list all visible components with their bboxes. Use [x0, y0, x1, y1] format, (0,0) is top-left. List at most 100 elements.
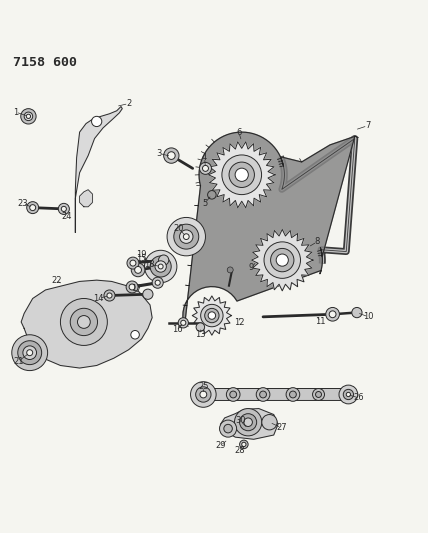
- Circle shape: [131, 330, 140, 339]
- Circle shape: [61, 206, 66, 212]
- Circle shape: [352, 308, 362, 318]
- Text: 2: 2: [126, 99, 131, 108]
- Polygon shape: [220, 409, 278, 439]
- Text: 10: 10: [363, 312, 374, 321]
- Circle shape: [60, 298, 107, 345]
- Text: 18: 18: [144, 260, 155, 269]
- Text: 7158 600: 7158 600: [14, 56, 77, 69]
- Text: 17: 17: [131, 284, 142, 293]
- Circle shape: [343, 390, 354, 400]
- Circle shape: [131, 263, 145, 277]
- Circle shape: [143, 289, 153, 300]
- Circle shape: [150, 256, 171, 277]
- Circle shape: [27, 201, 39, 214]
- Circle shape: [24, 112, 33, 120]
- Text: 14: 14: [94, 294, 104, 303]
- Circle shape: [196, 387, 211, 402]
- Circle shape: [77, 316, 90, 328]
- Text: 28: 28: [234, 446, 245, 455]
- Circle shape: [181, 320, 186, 325]
- Circle shape: [235, 409, 262, 436]
- Polygon shape: [21, 280, 152, 368]
- Circle shape: [26, 114, 30, 118]
- Circle shape: [145, 251, 177, 282]
- Circle shape: [163, 148, 179, 163]
- Text: 5: 5: [202, 199, 207, 208]
- Text: 6: 6: [236, 127, 241, 136]
- Text: 7: 7: [365, 121, 370, 130]
- Circle shape: [346, 392, 351, 397]
- Circle shape: [227, 267, 233, 273]
- Circle shape: [208, 312, 216, 319]
- Circle shape: [224, 424, 232, 433]
- Circle shape: [27, 350, 33, 356]
- Text: 19: 19: [136, 250, 147, 259]
- Circle shape: [229, 162, 254, 188]
- Circle shape: [205, 309, 219, 322]
- Circle shape: [240, 440, 248, 449]
- Circle shape: [289, 391, 296, 398]
- Circle shape: [152, 277, 163, 288]
- Circle shape: [312, 389, 324, 400]
- Polygon shape: [192, 296, 232, 335]
- Circle shape: [286, 387, 300, 401]
- Circle shape: [127, 257, 139, 269]
- Circle shape: [183, 234, 189, 239]
- Text: 22: 22: [51, 276, 61, 285]
- Circle shape: [30, 205, 36, 211]
- Circle shape: [201, 304, 223, 327]
- Polygon shape: [80, 190, 92, 207]
- Circle shape: [256, 387, 270, 401]
- Text: 9: 9: [249, 263, 254, 272]
- Circle shape: [270, 248, 294, 272]
- Circle shape: [220, 420, 237, 437]
- Circle shape: [260, 391, 267, 398]
- Text: 16: 16: [172, 325, 183, 334]
- Circle shape: [129, 284, 135, 290]
- Circle shape: [315, 392, 321, 398]
- Circle shape: [235, 168, 248, 181]
- Circle shape: [167, 152, 175, 159]
- Circle shape: [70, 308, 98, 336]
- Circle shape: [226, 387, 240, 401]
- Circle shape: [107, 293, 112, 298]
- Text: 8: 8: [315, 237, 320, 246]
- Text: 27: 27: [276, 423, 287, 432]
- Circle shape: [326, 308, 339, 321]
- Circle shape: [199, 163, 211, 174]
- Circle shape: [230, 391, 237, 398]
- Circle shape: [240, 414, 257, 431]
- Text: 26: 26: [354, 393, 364, 402]
- Text: 3: 3: [157, 149, 162, 158]
- Polygon shape: [252, 229, 313, 291]
- Polygon shape: [208, 142, 275, 208]
- Polygon shape: [183, 132, 355, 326]
- Circle shape: [264, 242, 300, 278]
- FancyBboxPatch shape: [193, 389, 354, 400]
- Circle shape: [180, 230, 193, 244]
- Text: 1: 1: [13, 108, 18, 117]
- Circle shape: [244, 418, 253, 426]
- Circle shape: [12, 335, 48, 370]
- Circle shape: [262, 415, 277, 430]
- Text: 13: 13: [195, 330, 206, 340]
- Circle shape: [155, 261, 166, 272]
- Circle shape: [222, 155, 262, 195]
- Circle shape: [167, 217, 205, 256]
- Circle shape: [202, 165, 208, 172]
- Circle shape: [178, 318, 188, 328]
- Text: 25: 25: [198, 382, 208, 391]
- Polygon shape: [75, 107, 122, 232]
- Circle shape: [126, 281, 138, 293]
- Circle shape: [276, 254, 288, 266]
- Circle shape: [18, 341, 42, 365]
- Text: 12: 12: [235, 318, 245, 327]
- Text: 30: 30: [235, 416, 246, 425]
- Circle shape: [242, 442, 246, 447]
- Circle shape: [158, 264, 163, 269]
- Text: 11: 11: [315, 318, 326, 326]
- Circle shape: [23, 346, 36, 359]
- Text: 20: 20: [174, 224, 184, 233]
- Text: 4: 4: [202, 153, 207, 162]
- Circle shape: [174, 224, 199, 249]
